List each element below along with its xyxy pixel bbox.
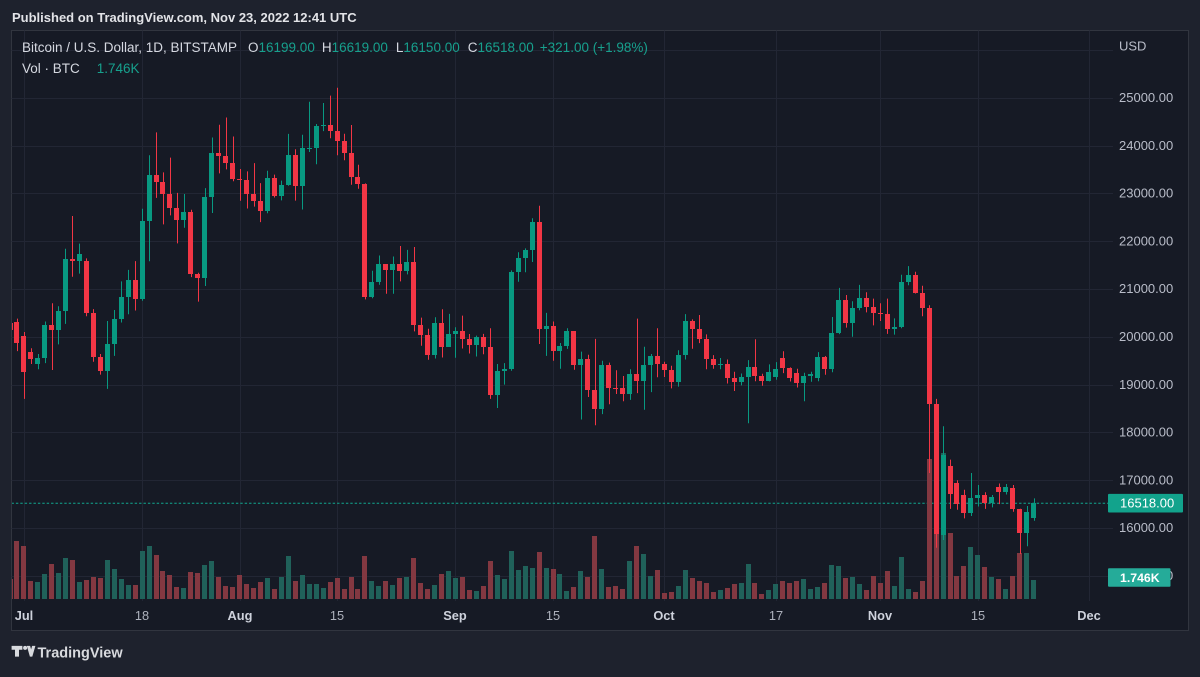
- svg-text:Bitcoin / U.S. Dollar, 1D, BIT: Bitcoin / U.S. Dollar, 1D, BITSTAMP O1619…: [22, 40, 648, 55]
- svg-text:18000.00: 18000.00: [1119, 425, 1173, 440]
- svg-text:Published on TradingView.com,: Published on TradingView.com, Nov 23, 20…: [12, 10, 357, 25]
- svg-text:Dec: Dec: [1077, 608, 1100, 623]
- svg-text:19000.00: 19000.00: [1119, 377, 1173, 392]
- svg-text:17: 17: [769, 608, 783, 623]
- svg-text:TradingView: TradingView: [38, 646, 124, 662]
- svg-text:16518.00: 16518.00: [1120, 496, 1174, 511]
- svg-text:Sep: Sep: [443, 608, 467, 623]
- svg-text:Oct: Oct: [653, 608, 675, 623]
- svg-text:23000.00: 23000.00: [1119, 186, 1173, 201]
- svg-text:15: 15: [546, 608, 560, 623]
- svg-text:Jul: Jul: [15, 608, 34, 623]
- svg-text:15: 15: [330, 608, 344, 623]
- svg-text:17000.00: 17000.00: [1119, 472, 1173, 487]
- svg-text:21000.00: 21000.00: [1119, 281, 1173, 296]
- svg-text:USD: USD: [1119, 39, 1146, 54]
- svg-text:1.746K: 1.746K: [1120, 571, 1160, 585]
- svg-text:22000.00: 22000.00: [1119, 233, 1173, 248]
- svg-text:24000.00: 24000.00: [1119, 138, 1173, 153]
- svg-text:20000.00: 20000.00: [1119, 329, 1173, 344]
- svg-text:25000.00: 25000.00: [1119, 90, 1173, 105]
- svg-text:15: 15: [971, 608, 985, 623]
- svg-text:Nov: Nov: [868, 608, 893, 623]
- svg-text:16000.00: 16000.00: [1119, 520, 1173, 535]
- svg-text:Aug: Aug: [228, 608, 253, 623]
- svg-text:18: 18: [135, 608, 149, 623]
